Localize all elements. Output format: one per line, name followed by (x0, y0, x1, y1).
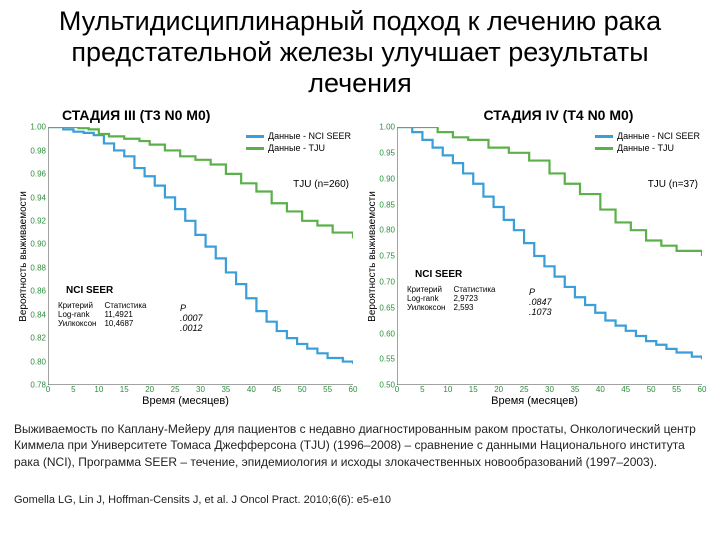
tju-n-left: TJU (n=260) (293, 179, 349, 190)
pvals-right: P .0847 .1073 (529, 287, 552, 317)
legend-label-seer-r: Данные - NCI SEER (617, 131, 700, 143)
swatch-seer-r (595, 135, 613, 138)
st-h2: Статистика (100, 301, 150, 310)
citation: Gomella LG, Lin J, Hoffman-Censits J, et… (14, 494, 706, 506)
legend-stage3: Данные - NCI SEER Данные - TJU (246, 131, 351, 154)
slide-title: Мультидисциплинарный подход к лечению ра… (18, 6, 702, 99)
stat-table-right: КритерийСтатистика Log-rank2,9723 Уилкок… (403, 285, 499, 312)
p-header-right: P (529, 287, 552, 297)
legend-label-tju: Данные - TJU (268, 143, 325, 155)
panel-stage4: СТАДИЯ IV (T4 N0 M0) Вероятность выживае… (363, 107, 706, 407)
p1-left: .0007 (180, 313, 203, 323)
stat-table-left: КритерийСтатистика Log-rank11,4921 Уилко… (54, 301, 150, 328)
plot-stage4: 1.000.950.900.850.800.750.700.650.600.55… (397, 127, 702, 385)
p2-right: .1073 (529, 307, 552, 317)
xlabel-left: Время (месяцев) (14, 395, 357, 407)
ylabel-wrap-left: Вероятность выживаемости (14, 127, 32, 385)
legend-row-seer: Данные - NCI SEER (246, 131, 351, 143)
panel-stage4-title: СТАДИЯ IV (T4 N0 M0) (411, 107, 706, 123)
str-h2: Статистика (449, 285, 499, 294)
panel-stage3-title: СТАДИЯ III (T3 N0 M0) (62, 107, 357, 123)
pvals-left: P .0007 .0012 (180, 303, 203, 333)
ylabel-wrap-right: Вероятность выживаемости (363, 127, 381, 385)
ylabel-right: Вероятность выживаемости (367, 191, 378, 322)
caption: Выживаемость по Каплану-Мейеру для пацие… (14, 421, 706, 470)
ylabel-left: Вероятность выживаемости (18, 191, 29, 322)
legend-row-seer-r: Данные - NCI SEER (595, 131, 700, 143)
nci-marker-right: NCI SEER (415, 269, 462, 280)
legend-label-seer: Данные - NCI SEER (268, 131, 351, 143)
legend-row-tju: Данные - TJU (246, 143, 351, 155)
swatch-seer (246, 135, 264, 138)
st-r1b: 11,4921 (100, 310, 150, 319)
str-r2b: 2,593 (449, 303, 499, 312)
nci-marker-left: NCI SEER (66, 285, 113, 296)
chart-row: СТАДИЯ III (T3 N0 M0) Вероятность выжива… (14, 107, 706, 407)
swatch-tju-r (595, 147, 613, 150)
swatch-tju (246, 147, 264, 150)
slide-root: Мультидисциплинарный подход к лечению ра… (0, 0, 720, 540)
st-r2a: Уилкоксон (54, 319, 100, 328)
tju-n-right: TJU (n=37) (648, 179, 698, 190)
legend-row-tju-r: Данные - TJU (595, 143, 700, 155)
str-h1: Критерий (403, 285, 449, 294)
p-header-left: P (180, 303, 203, 313)
st-h1: Критерий (54, 301, 100, 310)
str-r1a: Log-rank (403, 294, 449, 303)
plot-stage3: 1.000.980.960.940.920.900.880.860.840.82… (48, 127, 353, 385)
p1-right: .0847 (529, 297, 552, 307)
legend-label-tju-r: Данные - TJU (617, 143, 674, 155)
st-r1a: Log-rank (54, 310, 100, 319)
panel-stage3: СТАДИЯ III (T3 N0 M0) Вероятность выжива… (14, 107, 357, 407)
str-r2a: Уилкоксон (403, 303, 449, 312)
str-r1b: 2,9723 (449, 294, 499, 303)
legend-stage4: Данные - NCI SEER Данные - TJU (595, 131, 700, 154)
p2-left: .0012 (180, 323, 203, 333)
xlabel-right: Время (месяцев) (363, 395, 706, 407)
st-r2b: 10,4687 (100, 319, 150, 328)
